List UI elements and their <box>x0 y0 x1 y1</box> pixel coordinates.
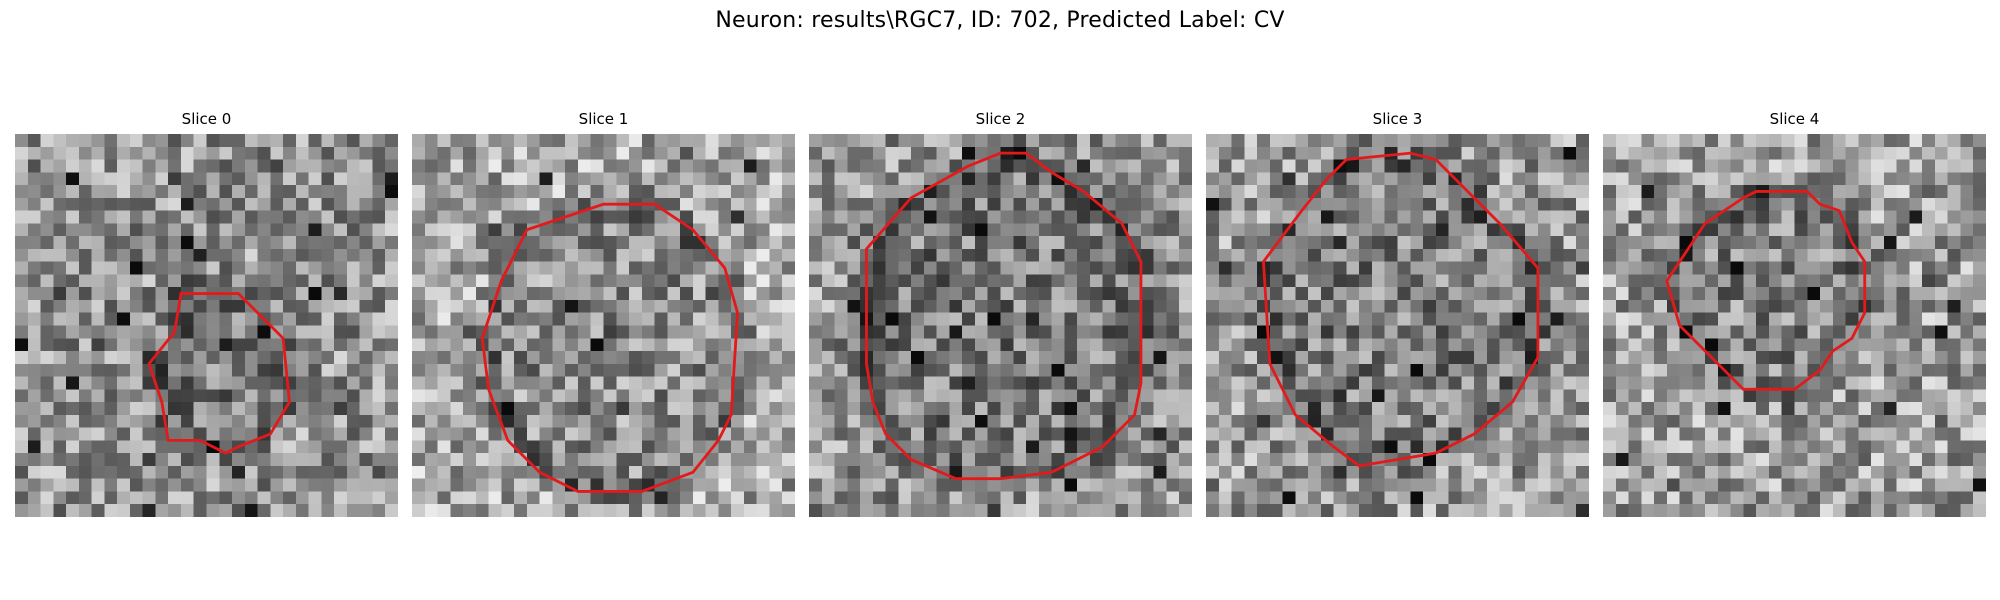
slice-title-1: Slice 1 <box>578 110 629 128</box>
slice-title-2: Slice 2 <box>975 110 1026 128</box>
slice-title-3: Slice 3 <box>1372 110 1423 128</box>
cell-contour <box>865 151 1143 481</box>
cell-contour <box>480 202 739 493</box>
slice-image-4 <box>1603 134 1986 517</box>
slice-image-0 <box>15 134 398 517</box>
figure-title: Neuron: results\RGC7, ID: 702, Predicted… <box>715 8 1285 33</box>
slice-image-1 <box>412 134 795 517</box>
slice-title-0: Slice 0 <box>181 110 232 128</box>
slice-image-3 <box>1206 134 1589 517</box>
noise-grid <box>1206 134 1589 517</box>
slice-title-4: Slice 4 <box>1769 110 1820 128</box>
cell-contour <box>1665 190 1867 391</box>
noise-grid <box>809 134 1192 517</box>
noise-grid <box>1603 134 1986 517</box>
slice-image-2 <box>809 134 1192 517</box>
noise-grid <box>15 134 398 517</box>
cell-contour <box>1262 151 1540 468</box>
cell-contour <box>147 292 291 455</box>
noise-grid <box>412 134 795 517</box>
